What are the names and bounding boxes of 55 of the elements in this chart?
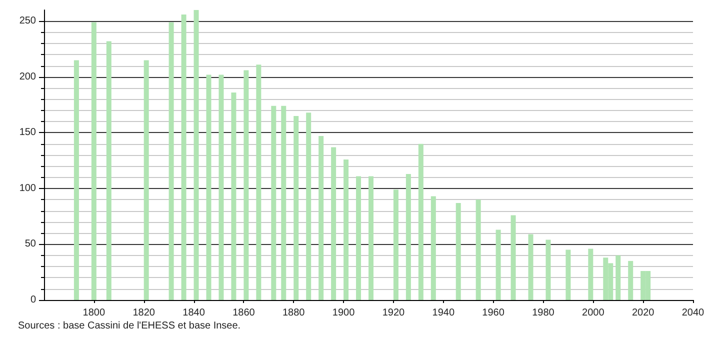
bar: [91, 22, 96, 300]
x-tick-label: 2020: [632, 308, 655, 318]
x-tick-label: 2040: [682, 308, 705, 318]
bar: [318, 136, 324, 300]
bar: [566, 250, 571, 300]
bar: [406, 174, 411, 300]
bar: [206, 74, 212, 300]
x-tick-label: 1960: [482, 308, 505, 318]
bar: [271, 106, 276, 300]
bar: [476, 200, 481, 300]
bar: [510, 215, 516, 300]
y-tick-label: 50: [24, 238, 36, 250]
y-tick-label: 150: [19, 127, 36, 138]
bar: [294, 116, 299, 300]
x-tick-label: 1860: [232, 308, 256, 318]
bar: [231, 92, 236, 300]
bar: [281, 106, 286, 300]
x-tick-label: 1980: [532, 308, 555, 318]
bar: [368, 176, 374, 300]
x-tick-label: 1840: [182, 308, 206, 318]
y-tick-label: 200: [19, 71, 36, 82]
bar: [528, 234, 534, 300]
bar: [331, 147, 336, 300]
bar: [430, 196, 436, 300]
x-tick-label: 1920: [382, 308, 406, 318]
bar: [144, 60, 149, 300]
bar: [356, 176, 362, 300]
bar: [588, 248, 594, 300]
source-note: Sources : base Cassini de l'EHESS et base Insee.: [18, 320, 241, 332]
bar: [74, 60, 79, 300]
x-tick-label: 1800: [82, 308, 106, 318]
x-tick-label: 1940: [432, 308, 455, 318]
x-tick-label: 1820: [132, 308, 156, 318]
bar: [244, 70, 249, 300]
bar: [418, 144, 424, 300]
bar: [181, 14, 186, 300]
x-tick-label: 1900: [332, 308, 356, 318]
y-tick-label: 250: [19, 16, 36, 27]
y-tick-label: 100: [19, 182, 36, 194]
bar: [616, 255, 621, 300]
bar: [306, 112, 312, 300]
bar: [344, 159, 349, 300]
bar: [106, 41, 112, 300]
y-tick-label: 0: [30, 294, 36, 306]
bar: [496, 230, 501, 300]
bar: [628, 260, 634, 300]
bar: [546, 240, 551, 300]
x-tick-label: 1880: [282, 308, 306, 318]
bar: [256, 64, 262, 300]
bar: [168, 22, 174, 300]
bar: [218, 74, 224, 300]
bar: [393, 190, 398, 300]
bar: [194, 10, 199, 300]
x-tick-label: 2000: [582, 308, 605, 318]
bar: [456, 202, 461, 300]
